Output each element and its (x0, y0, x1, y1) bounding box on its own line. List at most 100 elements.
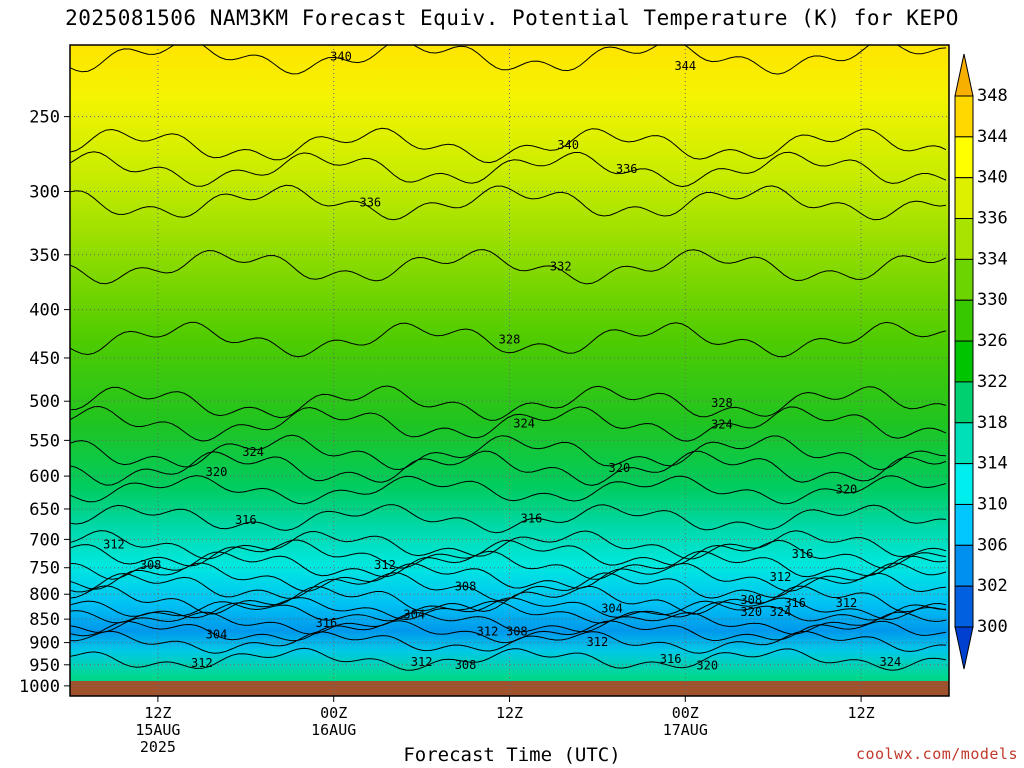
y-tick-label: 850 (29, 610, 60, 630)
contour-label: 316 (316, 616, 338, 630)
contour-label: 304 (601, 601, 623, 615)
x-axis-title: Forecast Time (UTC) (403, 744, 621, 766)
colorbar-top-arrow (954, 53, 974, 97)
contour-label: 324 (770, 605, 792, 619)
colorbar-label: 326 (977, 331, 1008, 351)
contour-label: 340 (330, 50, 352, 64)
contour-label: 316 (784, 596, 806, 610)
contour-label: 308 (506, 624, 528, 638)
y-tick-label: 300 (29, 182, 60, 202)
contour-label: 316 (521, 511, 543, 525)
contour-label: 316 (792, 547, 814, 561)
contour-line (70, 434, 947, 471)
chart-title: 2025081506 NAM3KM Forecast Equiv. Potent… (65, 6, 959, 30)
y-tick-label: 700 (29, 530, 60, 550)
contour-label: 312 (374, 558, 396, 572)
contour-line (70, 597, 947, 621)
colorbar-label: 322 (977, 372, 1008, 392)
contour-label: 312 (477, 624, 499, 638)
x-tick-label: 2025 (140, 738, 176, 756)
contour-line (70, 600, 946, 624)
colorbar-swatch (954, 299, 974, 342)
contour-line (70, 550, 947, 580)
y-tick-label: 650 (29, 500, 60, 520)
contour-label: 308 (455, 658, 477, 672)
contour-label: 336 (616, 162, 638, 176)
contour-line (70, 321, 947, 358)
x-tick-label: 00Z (320, 704, 347, 722)
contour-line (70, 151, 947, 188)
y-tick-label: 750 (29, 559, 60, 579)
contour-line (70, 647, 947, 671)
y-tick-label: 550 (29, 431, 60, 451)
credit-link[interactable]: coolwx.com/models (855, 745, 1018, 763)
contour-label: 312 (770, 570, 792, 584)
contour-line (70, 530, 947, 560)
y-tick-label: 500 (29, 392, 60, 412)
colorbar-label: 318 (977, 413, 1008, 433)
contour-label: 308 (740, 593, 762, 607)
ground-band (70, 681, 949, 696)
x-tick-label: 00Z (672, 704, 699, 722)
contour-label: 328 (499, 332, 521, 346)
y-tick-label: 450 (29, 349, 60, 369)
colorbar-swatch (954, 340, 974, 383)
colorbar-label: 300 (977, 617, 1008, 637)
contour-label: 320 (836, 483, 858, 497)
contour-line (70, 450, 947, 486)
y-tick-label: 350 (29, 246, 60, 266)
contour-label: 312 (191, 656, 213, 670)
contour-line (70, 385, 947, 421)
colorbar: 348 344 340 336 334 330 326 322 318 314 310 306 302 3… (954, 53, 1008, 670)
colorbar-swatch (954, 177, 974, 220)
contour-line (70, 127, 947, 164)
colorbar-swatch (954, 258, 974, 301)
y-tick-label: 800 (29, 585, 60, 605)
contour-lines (70, 45, 947, 671)
colorbar-label: 344 (977, 127, 1008, 147)
contour-label: 340 (557, 138, 579, 152)
colorbar-label: 336 (977, 209, 1008, 229)
colorbar-swatch (954, 422, 974, 465)
contour-label: 324 (880, 655, 902, 669)
contour-label: 320 (740, 605, 762, 619)
contour-label: 312 (103, 538, 125, 552)
contour-line (70, 504, 947, 534)
x-tick-label: 12Z (496, 704, 523, 722)
contour-label: 324 (513, 417, 535, 431)
colorbar-swatch (954, 463, 974, 505)
colorbar-label: 306 (977, 535, 1008, 555)
contour-line (70, 184, 947, 221)
y-tick-label: 1000 (19, 677, 60, 697)
contour-label: 316 (660, 652, 682, 666)
colorbar-swatch (954, 95, 974, 138)
contour-label: 312 (587, 635, 609, 649)
x-tick-label: 12Z (848, 704, 875, 722)
colorbar-label: 302 (977, 576, 1008, 596)
colorbar-swatch (954, 503, 974, 546)
contour-label: 324 (711, 417, 733, 431)
contour-label: 308 (455, 579, 477, 593)
contour-label: 324 (242, 445, 264, 459)
x-tick-label: 17AUG (663, 721, 708, 739)
colorbar-label: 330 (977, 290, 1008, 310)
contour-label: 308 (140, 558, 162, 572)
contour-label: 312 (411, 655, 433, 669)
x-tick-label: 15AUG (135, 721, 180, 739)
contour-label: 332 (550, 259, 572, 273)
contour-label: 304 (206, 627, 228, 641)
contour-line (70, 585, 947, 615)
contour-line (70, 630, 947, 654)
contour-line (70, 45, 947, 75)
contour-label: 336 (359, 195, 381, 209)
x-tick-label: 16AUG (311, 721, 356, 739)
contour-label: 304 (403, 607, 425, 621)
contour-line (70, 539, 947, 569)
contour-line (70, 562, 947, 592)
contour-label: 344 (674, 59, 696, 73)
y-tick-label: 950 (29, 656, 60, 676)
contour-line (70, 611, 947, 635)
